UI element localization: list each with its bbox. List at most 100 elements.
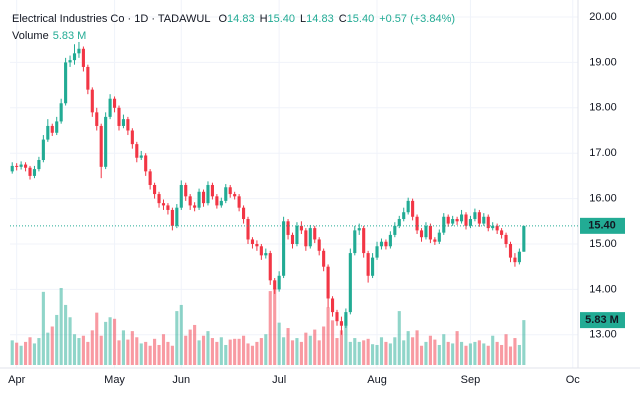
volume-bar <box>517 344 521 365</box>
x-tick-label: Sep <box>461 374 481 386</box>
change: +0.57 (+3.84%) <box>379 13 455 25</box>
candle-body <box>64 62 68 104</box>
volume-bar <box>379 337 384 365</box>
volume-bar <box>161 334 166 365</box>
candle-body <box>459 214 464 222</box>
candle-body <box>161 203 166 206</box>
candle-body <box>108 98 112 117</box>
candle-body <box>139 155 143 158</box>
volume-bar <box>357 341 361 365</box>
volume-bar <box>513 338 517 365</box>
candle-body <box>353 230 357 254</box>
volume-bar <box>104 321 108 365</box>
candle-body <box>317 239 321 251</box>
candle-body <box>219 200 223 206</box>
volume-bar <box>32 343 37 365</box>
volume-bar <box>500 344 504 365</box>
volume-bar <box>139 343 143 365</box>
candle-body <box>397 219 401 226</box>
volume-bar <box>184 335 188 365</box>
volume-bar <box>233 338 237 365</box>
volume-bar <box>455 331 459 365</box>
candle-body <box>330 298 335 313</box>
candle-body <box>277 275 281 290</box>
candle-body <box>491 225 495 229</box>
candle-body <box>157 194 161 204</box>
axes: 13.00 14.00 15.00 16.00 17.00 18.00 19.00 20.00… <box>0 0 640 386</box>
candle-body <box>210 184 214 197</box>
volume-bar <box>348 341 352 365</box>
volume-name: Volume <box>12 30 49 42</box>
volume-bar <box>299 341 303 365</box>
volume-bar <box>313 329 317 365</box>
volume-bar <box>259 338 263 365</box>
y-tick-label: 15.00 <box>589 238 617 250</box>
ohlc-key: L <box>300 13 306 25</box>
y-tick-label: 13.00 <box>589 329 617 341</box>
candle-body <box>424 225 428 238</box>
volume-bar <box>175 311 179 365</box>
candle-body <box>46 125 50 140</box>
candle-body <box>28 167 32 176</box>
candle-body <box>193 205 197 208</box>
volume-bar <box>215 341 219 365</box>
volume-bar <box>371 344 375 365</box>
volume-bar <box>411 337 415 365</box>
y-tick-label: 17.00 <box>589 147 617 159</box>
volume-bar <box>384 341 388 365</box>
volume-bar <box>10 340 14 365</box>
volume-bar <box>437 344 441 365</box>
volume-bar <box>362 340 366 365</box>
volume-bar <box>388 343 392 365</box>
volume-bar <box>397 311 401 365</box>
volume-bar <box>255 341 259 365</box>
volume-bar <box>157 344 161 365</box>
candle-body <box>290 234 295 244</box>
volume-bar <box>237 338 241 365</box>
volume-box-label: 5.83 M <box>585 314 619 326</box>
candle-body <box>215 196 219 206</box>
ohlc-key: H <box>260 13 268 25</box>
volume-bar <box>37 338 41 365</box>
ohlc-value: 15.40 <box>268 13 296 25</box>
candle-body <box>473 212 477 220</box>
candle-body <box>393 225 397 235</box>
candle-body <box>522 225 526 252</box>
candle-body <box>504 234 508 244</box>
volume-bar <box>406 331 410 365</box>
candle-body <box>201 191 206 204</box>
symbol-title: Electrical Industries Co · 1D · TADAWUL <box>12 13 210 25</box>
candle-body <box>10 165 14 172</box>
candle-body <box>206 184 210 204</box>
volume-bar <box>428 335 432 365</box>
candle-body <box>50 125 54 133</box>
candle-body <box>15 165 19 167</box>
candle-body <box>37 160 41 170</box>
candle-body <box>77 48 81 54</box>
volume-bar <box>495 341 499 365</box>
candle-body <box>388 234 392 247</box>
volume-bar <box>482 343 486 365</box>
candle-body <box>335 312 339 322</box>
candle-body <box>322 250 326 267</box>
candle-body <box>117 107 121 126</box>
volume-bar <box>55 314 59 365</box>
volume-bar <box>326 307 330 365</box>
y-tick-label: 16.00 <box>589 193 617 205</box>
volume-pane <box>10 288 526 365</box>
volume-bar <box>304 332 308 365</box>
volume-bar <box>508 346 513 365</box>
volume-bar <box>339 330 343 365</box>
candle-body <box>148 171 152 185</box>
candle-body <box>68 60 72 63</box>
candle-body <box>451 219 455 224</box>
candle-body <box>362 228 366 254</box>
volume-legend: Volume 5.83 M <box>12 30 86 42</box>
volume-bar <box>108 317 112 365</box>
volume-bar <box>268 291 272 365</box>
y-tick-label: 14.00 <box>589 283 617 295</box>
volume-bar <box>250 345 255 365</box>
volume-box <box>580 312 625 329</box>
volume-bar <box>46 332 50 365</box>
volume-bar <box>468 343 473 365</box>
